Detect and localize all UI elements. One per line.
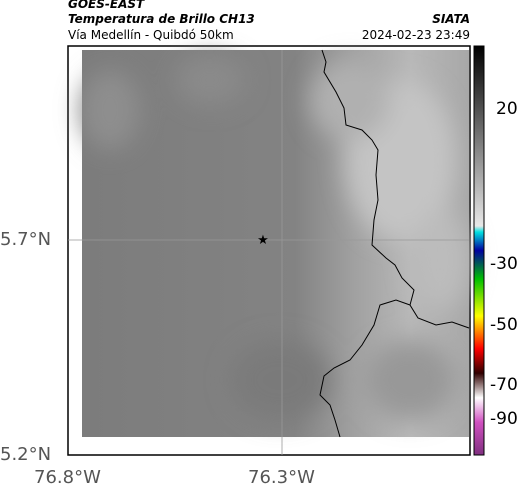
timestamp: 2024-02-23 23:49 xyxy=(361,28,470,42)
colorbar-label: -90 xyxy=(490,409,518,429)
colorbar xyxy=(473,45,485,456)
border xyxy=(319,299,411,438)
lat-label: 5.7°N xyxy=(0,229,52,250)
title: Temperatura de Brillo CH13 xyxy=(68,12,255,26)
border xyxy=(321,49,470,329)
colorbar-label: -50 xyxy=(490,315,518,335)
lon-label: 76.3°W xyxy=(248,467,315,488)
source: GOES-EAST xyxy=(68,0,145,11)
lat-label: 5.2°N xyxy=(0,444,52,465)
colorbar-label: -30 xyxy=(490,254,518,274)
colorbar-label: -70 xyxy=(490,375,518,395)
location-star: ★ xyxy=(257,233,269,248)
cloud-texture xyxy=(80,55,470,420)
agency: SIATA xyxy=(432,12,470,26)
colorbar-label: 20 xyxy=(496,99,518,119)
subtitle: Vía Medellín - Quibdó 50km xyxy=(68,28,234,42)
lon-label: 76.8°W xyxy=(34,467,101,488)
